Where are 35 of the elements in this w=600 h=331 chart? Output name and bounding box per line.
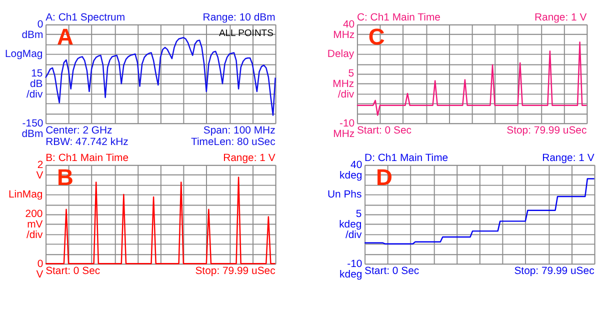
- chart-title: C: Ch1 Main Time: [356, 12, 441, 24]
- annotation: ALL POINTS: [218, 28, 274, 39]
- y-tick-label: -10 kdeg: [340, 258, 362, 280]
- text: Center: 2 GHz: [46, 126, 112, 137]
- text: Stop: 79.99 uSec: [514, 266, 594, 278]
- annotation: C: [368, 23, 385, 50]
- text: Start: 0 Sec: [364, 266, 420, 278]
- text: RBW: 47.742 kHz: [46, 136, 128, 148]
- y-tick-label: -10 MHz: [333, 118, 355, 140]
- y-tick-label: 40 MHz: [333, 20, 355, 42]
- chart-title: B: Ch1 Main Time: [46, 153, 129, 164]
- text: Stop: 79.99 uSec: [195, 266, 276, 278]
- y-tick-label: -150 dBm: [22, 118, 44, 140]
- y-tick-label: 2 V: [36, 160, 44, 182]
- annotation: B: [56, 164, 74, 190]
- chart-subtitle: Range: 1 V: [223, 153, 276, 164]
- annotation: A: [56, 23, 74, 50]
- y-axis-title: Un Phs 5 kdeg /div: [327, 189, 362, 242]
- text: Span: 100 MHz: [203, 126, 276, 137]
- text: Start: 0 Sec: [46, 266, 100, 278]
- chart-title: A: Ch1 Spectrum: [46, 12, 126, 24]
- chart-subtitle: Range: 1 V: [534, 12, 587, 24]
- text: TimeLen: 80 uSec: [190, 136, 276, 148]
- y-axis-title: Delay 5 MHz /div: [327, 48, 355, 101]
- chart-subtitle: Range: 1 V: [542, 153, 594, 164]
- y-axis-title: LinMag 200 mV /div: [8, 189, 44, 242]
- chart-subtitle: Range: 10 dBm: [202, 12, 276, 24]
- y-axis-title: LogMag 15 dB /div: [5, 48, 44, 101]
- y-tick-label: 40 kdeg: [340, 160, 362, 182]
- text: Start: 0 Sec: [356, 126, 412, 137]
- y-tick-label: 0 dBm: [22, 20, 44, 42]
- y-tick-label: 0 V: [36, 258, 44, 280]
- text: Stop: 79.99 uSec: [506, 126, 587, 137]
- annotation: D: [376, 164, 392, 190]
- chart-title: D: Ch1 Main Time: [364, 153, 448, 164]
